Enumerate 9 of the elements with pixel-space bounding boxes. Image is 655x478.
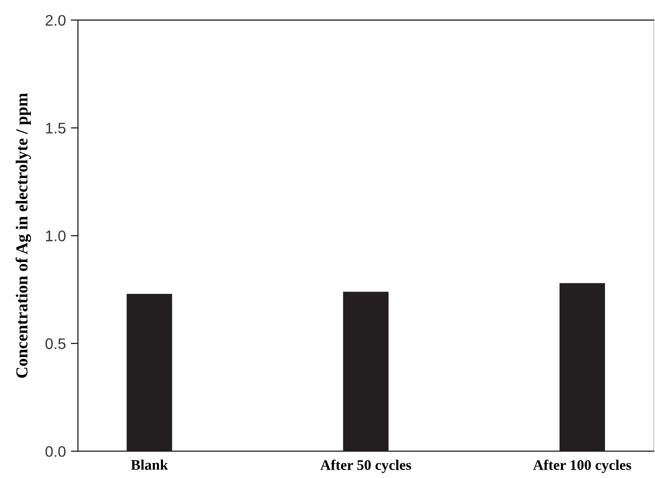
y-tick-label: 2.0 [46, 14, 66, 26]
y-tick-label: 0.0 [46, 446, 66, 457]
x-tick-label: After 50 cycles [320, 460, 412, 473]
y-tick-label: 1.5 [46, 122, 66, 134]
y-tick-label: 0.5 [46, 338, 66, 350]
y-tick-label: 1.0 [46, 230, 66, 242]
x-tick-label: Blank [130, 460, 168, 470]
x-tick-label: After 100 cycles [533, 460, 632, 473]
y-axis-title: Concentration of Ag in electrolyte / ppm [16, 93, 32, 378]
